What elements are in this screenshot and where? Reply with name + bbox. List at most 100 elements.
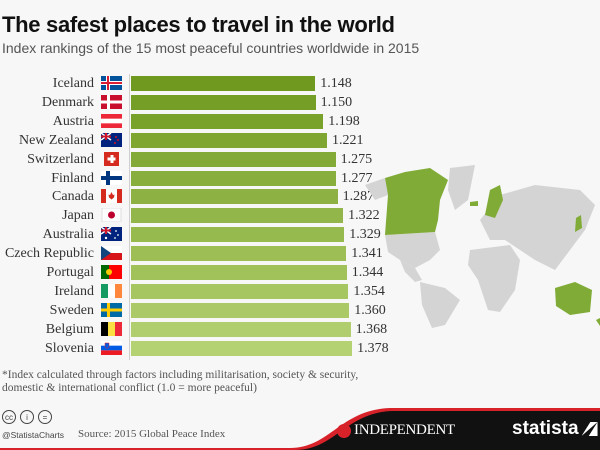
bar: [131, 302, 350, 318]
chart-subtitle: Index rankings of the 15 most peaceful c…: [2, 40, 420, 56]
bar: [131, 340, 353, 356]
map-alaska: [365, 178, 388, 200]
value-label: 1.275: [340, 151, 373, 167]
country-label: Switzerland: [27, 151, 94, 167]
flag-australia-icon: [101, 227, 122, 242]
bar: [131, 246, 347, 262]
value-label: 1.378: [357, 340, 389, 356]
flag-denmark-icon: [101, 94, 122, 109]
value-label: 1.344: [351, 265, 384, 280]
bar-row-czech-republic: Czech Republic 1.341: [0, 246, 600, 262]
value-label: 1.148: [320, 76, 352, 91]
map-greenland: [448, 165, 475, 210]
statista-wordmark: statista: [512, 418, 579, 439]
bar-row-new-zealand: New Zealand 1.221: [0, 132, 600, 148]
country-label: Japan: [62, 208, 94, 224]
map-new-zealand: [596, 318, 600, 326]
statista-mark-icon: [581, 422, 598, 436]
bar: [131, 208, 344, 224]
bar: [131, 76, 316, 91]
value-label: 1.221: [331, 132, 364, 148]
value-label: 1.360: [354, 302, 386, 318]
bar: [131, 283, 349, 299]
bar-row-slovenia: Slovenia 1.378: [0, 340, 600, 356]
flag-austria-icon: [101, 113, 122, 128]
country-label: Ireland: [54, 283, 94, 299]
country-label: Canada: [52, 189, 94, 205]
flag-iceland-icon: [101, 76, 122, 90]
country-label: Austria: [52, 113, 94, 129]
license-icons: cc i =: [2, 410, 52, 424]
bar-row-sweden: Sweden 1.360: [0, 302, 600, 318]
value-label: 1.368: [355, 321, 388, 337]
map-iceland: [470, 201, 478, 206]
source-text: Source: 2015 Global Peace Index: [78, 428, 226, 440]
flag-belgium-icon: [101, 321, 122, 336]
footnote: *Index calculated through factors includ…: [2, 369, 382, 395]
flag-switzerland-icon: [104, 151, 119, 166]
bar-row-canada: Canada 1.287: [0, 189, 600, 205]
bar: [131, 321, 351, 337]
flag-portugal-icon: [101, 265, 122, 279]
bar-row-japan: Japan 1.322: [0, 208, 600, 224]
statista-logo: statista: [512, 418, 598, 440]
bar: [131, 265, 347, 280]
country-label: Sweden: [49, 302, 94, 318]
no-derivatives-icon: =: [38, 410, 52, 424]
bar: [131, 151, 336, 167]
bar-row-austria: Austria 1.198: [0, 113, 600, 129]
flag-ireland-icon: [101, 283, 122, 298]
by-attribution-icon: i: [20, 410, 34, 424]
world-map: [365, 165, 600, 328]
bar-row-iceland: Iceland 1.148: [0, 76, 600, 91]
flag-slovenia-icon: [101, 340, 122, 355]
bar-row-switzerland: Switzerland 1.275: [0, 151, 600, 167]
country-label: Denmark: [41, 94, 94, 110]
country-label: Iceland: [52, 76, 94, 91]
flag-sweden-icon: [101, 302, 122, 317]
statista-handle: @StatistaCharts: [2, 430, 65, 440]
bar-row-belgium: Belgium 1.368: [0, 321, 600, 337]
bar: [131, 113, 324, 129]
value-label: 1.329: [349, 227, 381, 243]
map-eurasia: [480, 185, 595, 270]
map-scandinavia: [485, 185, 503, 218]
country-label: Slovenia: [45, 340, 94, 356]
flag-japan-icon: [101, 208, 122, 223]
flag-new-zealand-icon: [101, 132, 122, 147]
y-axis-line: [129, 74, 130, 360]
country-label: Finland: [51, 170, 94, 186]
flag-czech-republic-icon: [101, 246, 122, 261]
map-canada: [385, 168, 448, 235]
footnote-line-2: domestic & international conflict (1.0 =…: [2, 382, 257, 394]
map-africa: [468, 245, 520, 312]
bar-row-australia: Australia 1.329: [0, 227, 600, 243]
bar: [131, 227, 345, 243]
map-australia: [555, 282, 592, 315]
bar-row-finland: Finland 1.277: [0, 170, 600, 186]
map-south-america: [420, 282, 460, 328]
value-label: 1.277: [340, 170, 373, 186]
bar: [131, 132, 327, 148]
value-label: 1.322: [348, 208, 380, 224]
map-japan: [575, 215, 582, 232]
flag-finland-icon: [101, 170, 122, 185]
eagle-icon: [337, 423, 351, 438]
footnote-line-1: *Index calculated through factors includ…: [2, 369, 359, 381]
value-label: 1.150: [320, 94, 353, 110]
value-label: 1.341: [351, 246, 383, 262]
bar: [131, 94, 316, 110]
cc-icon: cc: [2, 410, 16, 424]
chart-title: The safest places to travel in the world: [2, 12, 395, 37]
independent-logo: INDEPENDENT: [337, 422, 455, 439]
country-label: Australia: [42, 227, 94, 243]
independent-wordmark: INDEPENDENT: [354, 422, 455, 438]
value-label: 1.287: [342, 189, 375, 205]
country-label: Portugal: [46, 265, 94, 280]
map-central-america: [400, 260, 422, 282]
country-label: New Zealand: [18, 132, 94, 148]
bar: [131, 170, 336, 186]
bar: [131, 189, 338, 205]
country-label: Belgium: [45, 321, 94, 337]
country-label: Czech Republic: [4, 246, 94, 262]
